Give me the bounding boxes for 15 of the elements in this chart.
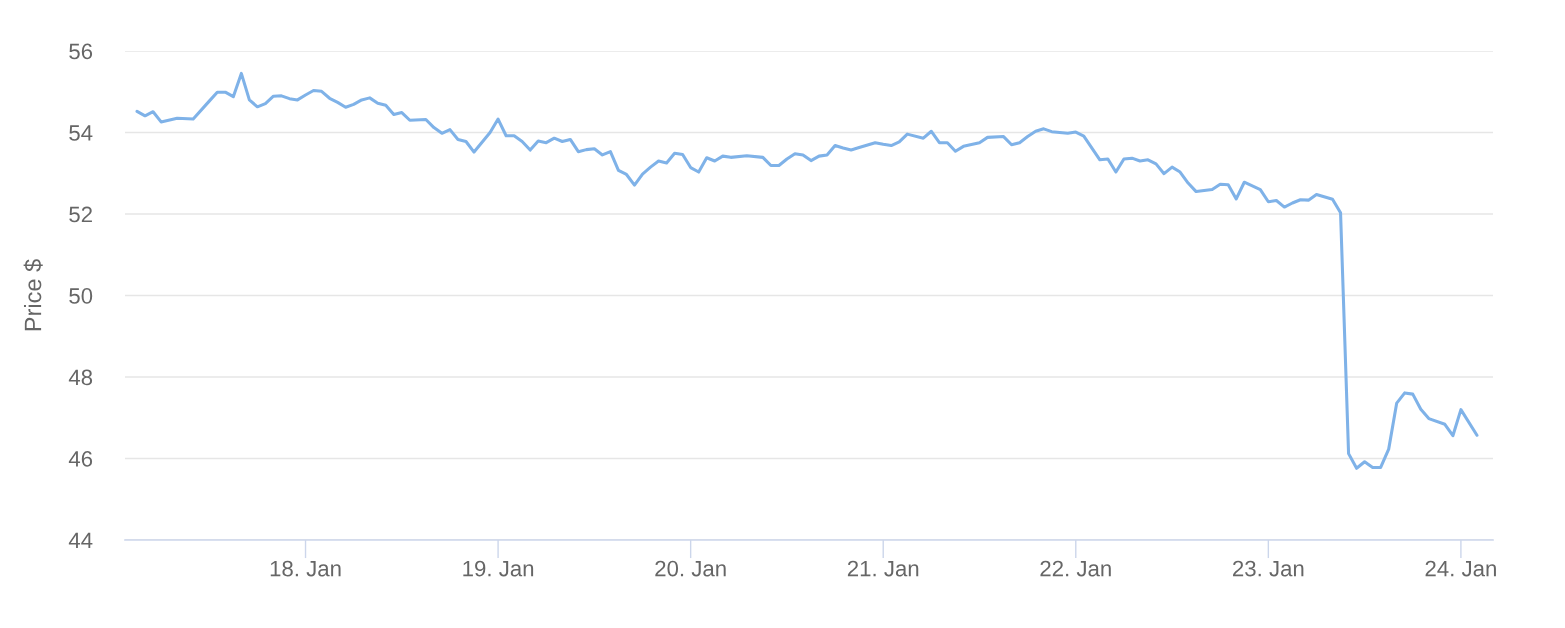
y-tick-label: 52 <box>69 206 92 223</box>
x-tick-label: 20. Jan <box>655 560 726 577</box>
x-tick-label: 23. Jan <box>1233 560 1304 577</box>
y-tick-label: 46 <box>68 451 93 467</box>
x-tick-label: 24. Jan <box>1425 560 1496 577</box>
y-tick-label: 48 <box>68 369 93 386</box>
x-tick-label: 18. Jan <box>270 560 341 577</box>
y-axis-title: Price $ <box>23 259 43 331</box>
x-tick-label: 21. Jan <box>847 560 919 577</box>
y-tick-label: 50 <box>69 288 93 304</box>
y-tick-label: 44 <box>68 532 93 549</box>
x-tick-label: 19. Jan <box>463 560 534 577</box>
y-tick-label: 54 <box>69 125 93 141</box>
x-tick-label: 22. Jan <box>1040 560 1111 577</box>
y-tick-label: 56 <box>69 43 93 60</box>
